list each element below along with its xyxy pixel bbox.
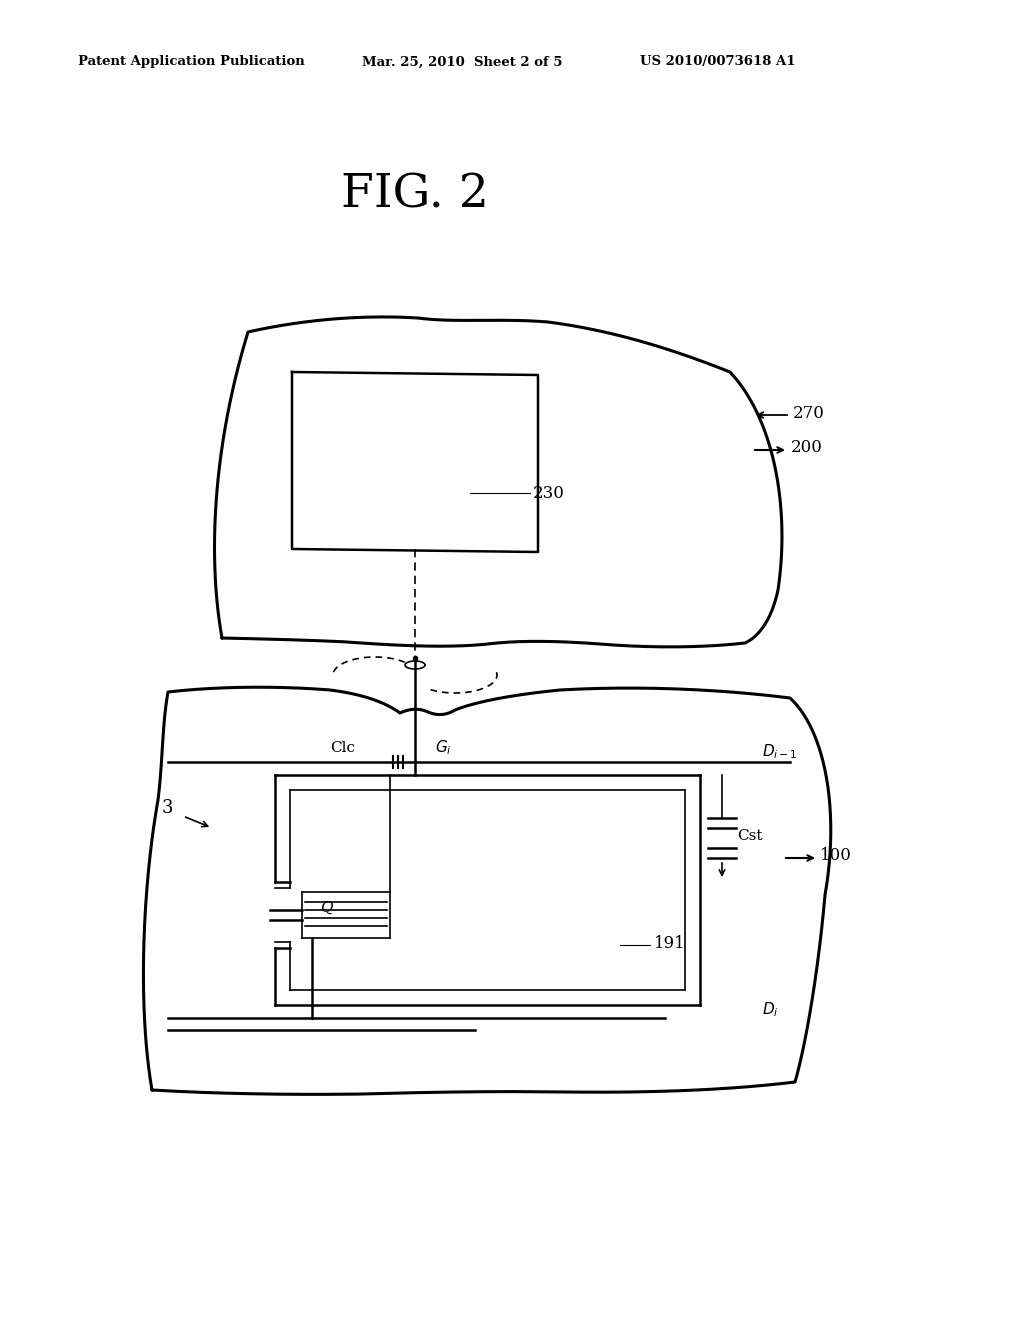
Text: Cst: Cst: [737, 829, 763, 843]
Text: $D_i$: $D_i$: [762, 1001, 778, 1019]
Text: 3: 3: [162, 799, 173, 817]
Text: Mar. 25, 2010  Sheet 2 of 5: Mar. 25, 2010 Sheet 2 of 5: [362, 55, 562, 69]
Text: $D_{i-1}$: $D_{i-1}$: [762, 743, 798, 762]
Text: 270: 270: [793, 404, 825, 421]
Text: Patent Application Publication: Patent Application Publication: [78, 55, 305, 69]
Text: 191: 191: [654, 935, 686, 952]
Text: 200: 200: [791, 440, 823, 457]
Text: $G_i$: $G_i$: [435, 739, 452, 758]
Text: Clc: Clc: [330, 741, 355, 755]
Text: FIG. 2: FIG. 2: [341, 173, 488, 218]
Text: Q: Q: [319, 902, 333, 915]
Text: 230: 230: [534, 484, 565, 502]
Text: US 2010/0073618 A1: US 2010/0073618 A1: [640, 55, 796, 69]
Text: 100: 100: [820, 847, 852, 865]
